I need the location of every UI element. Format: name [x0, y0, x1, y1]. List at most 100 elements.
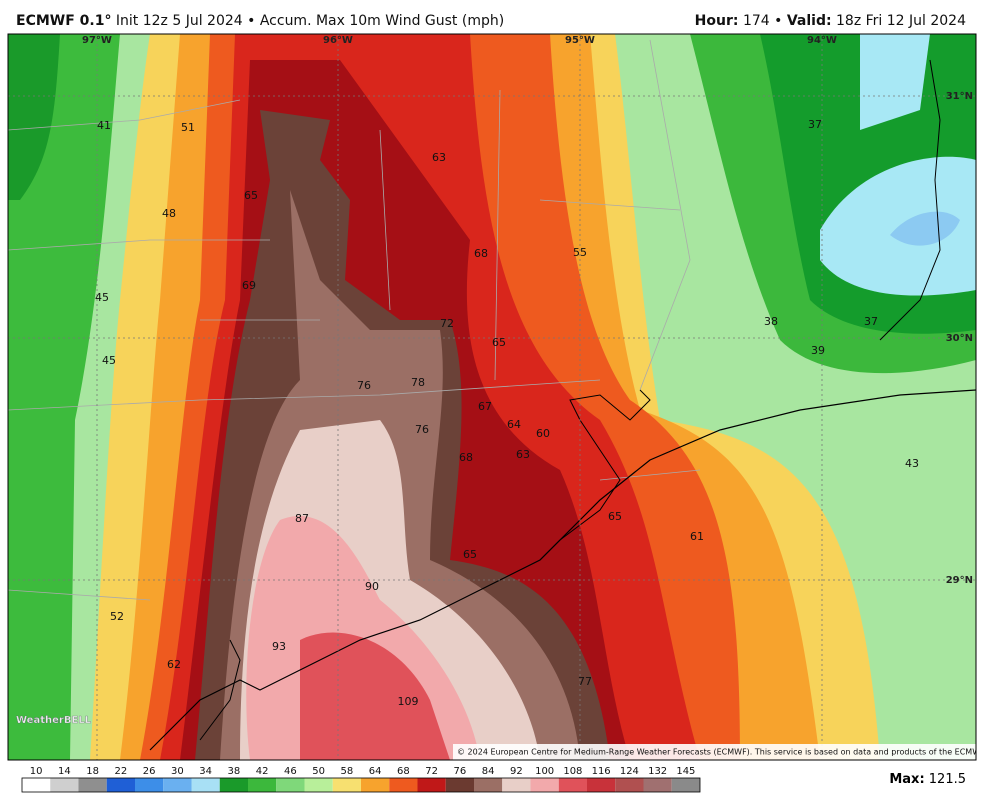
- graticule: 97°W 96°W 95°W 94°W 31°N 30°N 29°N: [8, 34, 976, 760]
- value-label: 62: [167, 658, 181, 671]
- colorbar-label: 124: [620, 766, 639, 777]
- hour: 174 •: [743, 13, 782, 29]
- lat-label: 31°N: [946, 91, 973, 102]
- value-label: 48: [162, 207, 176, 220]
- value-label: 45: [102, 354, 116, 367]
- colorbar-label: 30: [171, 766, 184, 777]
- value-label: 61: [690, 530, 704, 543]
- valid: 18z Fri 12 Jul 2024: [836, 13, 966, 29]
- coastline: [149, 389, 976, 751]
- value-label: 87: [295, 512, 309, 525]
- copyright-bg: [453, 744, 976, 760]
- hour-label: Hour:: [695, 13, 739, 29]
- value-label: 77: [578, 675, 592, 688]
- colorbar-swatch: [502, 778, 531, 792]
- run-info: Init 12z 5 Jul 2024 • Accum. Max 10m Win…: [116, 13, 504, 29]
- value-label: 67: [478, 400, 492, 413]
- colorbar-swatch: [248, 778, 277, 792]
- colorbar-label: 108: [563, 766, 582, 777]
- colorbar-border: [21, 777, 701, 793]
- colorbar-label: 116: [592, 766, 611, 777]
- lat-label: 30°N: [946, 333, 973, 344]
- value-label: 69: [242, 279, 256, 292]
- lake: [860, 34, 930, 130]
- value-label: 65: [244, 189, 258, 202]
- colorbar-label: 58: [341, 766, 354, 777]
- colorbar-swatch: [558, 778, 587, 792]
- value-label: 64: [507, 418, 521, 431]
- colorbar-label: 145: [676, 766, 695, 777]
- value-label: 65: [608, 510, 622, 523]
- value-label: 60: [536, 427, 550, 440]
- colorbar-swatch: [530, 778, 559, 792]
- value-label: 45: [95, 291, 109, 304]
- lake: [820, 156, 976, 296]
- coastline: [199, 59, 941, 741]
- colorbar-swatch: [643, 778, 672, 792]
- colorbar-swatch: [671, 778, 700, 792]
- value-label: 76: [357, 379, 371, 392]
- lake: [890, 211, 960, 246]
- colorbar-swatch: [50, 778, 79, 792]
- colorbar-label: 10: [30, 766, 43, 777]
- colorbar-label: 100: [535, 766, 554, 777]
- colorbar-swatch: [219, 778, 248, 792]
- colorbar-label: 14: [58, 766, 71, 777]
- colorbar-swatch: [276, 778, 305, 792]
- colorbar-swatch: [361, 778, 390, 792]
- value-label: 39: [811, 344, 825, 357]
- value-label: 68: [459, 451, 473, 464]
- lon-label: 95°W: [565, 35, 595, 46]
- colorbar-swatch: [304, 778, 333, 792]
- value-label: 63: [432, 151, 446, 164]
- value-label: 72: [440, 317, 454, 330]
- max-label: Max:: [889, 772, 924, 787]
- value-labels: 41 51 65 48 45 69 45 63 68 55 72 65 76 78 67 64 60 76 68 63…: [95, 118, 919, 708]
- value-label: 52: [110, 610, 124, 623]
- colorbar-label: 84: [482, 766, 495, 777]
- value-label: 43: [905, 457, 919, 470]
- max: Max: 121.5: [889, 772, 966, 787]
- colorbar-swatch: [163, 778, 192, 792]
- header-left: ECMWF 0.1° Init 12z 5 Jul 2024 • Accum. …: [16, 13, 504, 29]
- county-lines: [8, 39, 701, 601]
- colorbar-label: 18: [86, 766, 99, 777]
- lat-label: 29°N: [946, 575, 973, 586]
- value-label: 78: [411, 376, 425, 389]
- colorbar-label: 64: [369, 766, 382, 777]
- colorbar-label: 68: [397, 766, 410, 777]
- max-value: 121.5: [929, 772, 966, 787]
- field: [8, 34, 120, 760]
- colorbar-swatch: [22, 778, 51, 792]
- value-label: 109: [398, 695, 419, 708]
- field: [8, 34, 60, 200]
- valid-label: Valid:: [787, 13, 832, 29]
- value-label: 90: [365, 580, 379, 593]
- value-label: 51: [181, 121, 195, 134]
- colorbar-swatch: [78, 778, 107, 792]
- model: ECMWF 0.1°: [16, 13, 111, 29]
- value-label: 37: [864, 315, 878, 328]
- field: [300, 632, 450, 760]
- colorbar-label: 38: [228, 766, 241, 777]
- value-label: 68: [474, 247, 488, 260]
- colorbar: 10 14 18 22 26 30 34 38 42 46 50 58 64 68 72 76 84 92 100 1…: [21, 766, 701, 793]
- value-label: 55: [573, 246, 587, 259]
- colorbar-label: 50: [312, 766, 325, 777]
- colorbar-label: 22: [115, 766, 128, 777]
- lon-label: 96°W: [323, 35, 353, 46]
- value-label: 76: [415, 423, 429, 436]
- colorbar-label: 72: [425, 766, 438, 777]
- colorbar-label: 92: [510, 766, 523, 777]
- logo: WeatherBELL: [16, 715, 92, 726]
- value-label: 41: [97, 119, 111, 132]
- value-label: 63: [516, 448, 530, 461]
- copyright: © 2024 European Centre for Medium-Range …: [457, 748, 984, 757]
- value-label: 65: [463, 548, 477, 561]
- colorbar-swatch: [191, 778, 220, 792]
- colorbar-swatch: [615, 778, 644, 792]
- value-label: 93: [272, 640, 286, 653]
- value-label: 38: [764, 315, 778, 328]
- colorbar-label: 42: [256, 766, 269, 777]
